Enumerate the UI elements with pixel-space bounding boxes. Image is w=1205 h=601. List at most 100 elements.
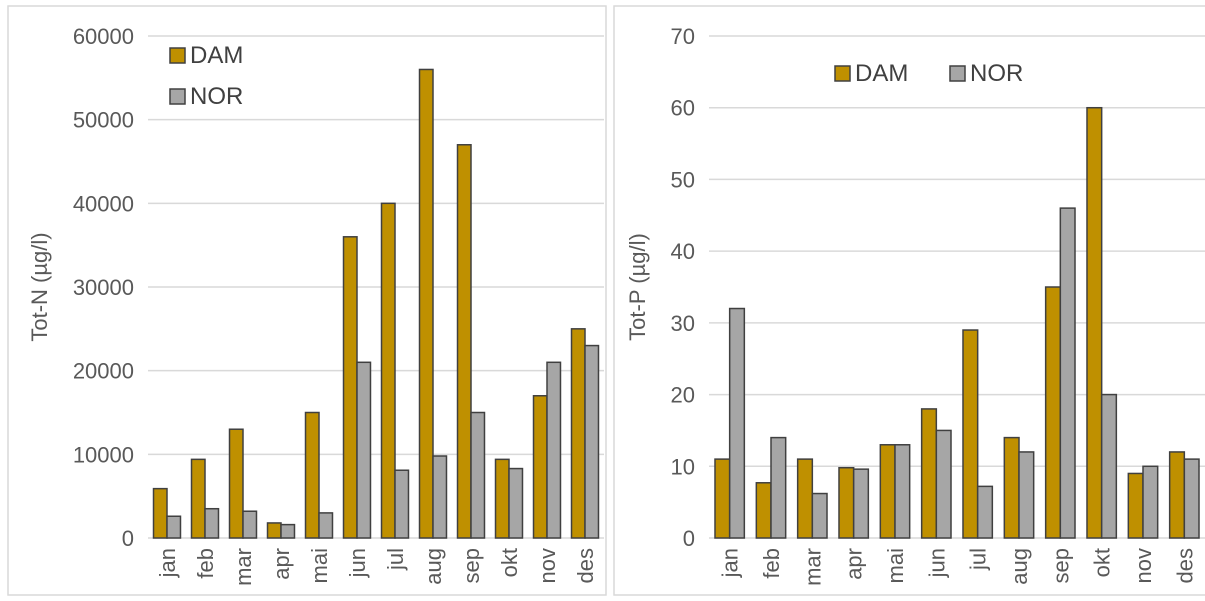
- legend-swatch-dam: [169, 47, 186, 64]
- x-tick-label: jan: [155, 548, 180, 578]
- y-tick-label: 0: [122, 526, 134, 551]
- bar-nor-jun: [935, 429, 952, 539]
- bar-dam-jun: [342, 236, 358, 539]
- y-tick-label: 30: [671, 311, 695, 336]
- x-tick-label: aug: [421, 548, 446, 585]
- y-tick-label: 30000: [73, 275, 134, 300]
- bar-nor-jun: [356, 361, 372, 539]
- bar-nor-aug: [432, 455, 448, 539]
- y-tick-label: 60: [671, 96, 695, 121]
- x-tick-label: nov: [1131, 548, 1156, 583]
- bar-dam-jan: [152, 487, 168, 539]
- bar-nor-jul: [976, 485, 994, 539]
- x-tick-label: apr: [842, 548, 867, 580]
- bar-nor-des: [584, 344, 600, 539]
- bar-dam-okt: [494, 458, 510, 539]
- legend-swatch-dam: [834, 65, 851, 82]
- bar-nor-aug: [1018, 451, 1035, 539]
- bar-nor-jul: [394, 469, 410, 539]
- y-tick-label: 40000: [73, 191, 134, 216]
- bar-nor-sep: [470, 411, 486, 539]
- bar-dam-des: [570, 328, 586, 539]
- bar-dam-feb: [190, 458, 206, 539]
- y-axis-title: Tot-N (µg/l): [27, 232, 52, 341]
- x-tick-label: sep: [459, 548, 484, 583]
- y-tick-label: 20000: [73, 359, 134, 384]
- legend-label-nor: NOR: [190, 83, 243, 110]
- legend-swatch-nor: [949, 65, 966, 82]
- y-tick-label: 0: [683, 526, 695, 551]
- x-tick-label: mar: [800, 548, 825, 586]
- bar-dam-mai: [304, 411, 320, 539]
- y-tick-label: 40: [671, 239, 695, 264]
- bar-nor-jan: [166, 515, 182, 539]
- bar-nor-mar: [811, 492, 828, 539]
- x-tick-label: jul: [383, 548, 408, 571]
- x-tick-label: okt: [497, 548, 522, 577]
- bar-dam-jun: [920, 408, 938, 539]
- y-tick-label: 10: [671, 454, 695, 479]
- bar-nor-jan: [728, 307, 746, 539]
- bar-nor-mai: [318, 512, 334, 539]
- bar-dam-jul: [380, 202, 396, 539]
- y-tick-label: 20: [671, 383, 695, 408]
- x-tick-label: nov: [535, 548, 560, 583]
- bar-nor-mai: [894, 444, 911, 539]
- bar-dam-jan: [714, 458, 731, 539]
- bar-nor-okt: [1100, 393, 1118, 539]
- x-tick-label: des: [1172, 548, 1197, 583]
- x-tick-label: mai: [307, 548, 332, 583]
- bar-nor-apr: [852, 468, 870, 539]
- legend-label-dam: DAM: [190, 42, 243, 69]
- chart-panel-tot-p: 0 10 20 30 40 50 60 70 jan feb mar apr mai jun jul aug s…: [612, 0, 1205, 601]
- bar-dam-sep: [1044, 286, 1062, 539]
- x-tick-label: sep: [1048, 548, 1073, 583]
- bar-nor-feb: [204, 507, 220, 539]
- x-tick-label: mai: [883, 548, 908, 583]
- bar-nor-nov: [1142, 465, 1159, 539]
- bar-nor-apr: [280, 523, 296, 539]
- x-tick-label: apr: [269, 548, 294, 580]
- bar-dam-jul: [962, 329, 979, 539]
- bar-nor-feb: [770, 436, 787, 539]
- bar-dam-mar: [796, 458, 814, 539]
- bar-dam-apr: [838, 466, 855, 539]
- x-tick-label: jan: [718, 548, 743, 578]
- y-axis-title: Tot-P (µg/l): [625, 233, 650, 341]
- bar-dam-des: [1168, 451, 1186, 539]
- x-tick-label: des: [573, 548, 598, 583]
- bar-dam-aug: [418, 68, 434, 539]
- legend-label-nor: NOR: [970, 60, 1023, 87]
- x-tick-label: jun: [924, 548, 949, 578]
- bar-nor-okt: [508, 467, 524, 539]
- bar-dam-okt: [1086, 106, 1103, 539]
- bar-dam-aug: [1003, 436, 1020, 539]
- bar-dam-mai: [879, 444, 896, 539]
- x-tick-label: jun: [345, 548, 370, 578]
- bar-dam-mar: [228, 428, 244, 539]
- bar-dam-nov: [1127, 472, 1144, 539]
- x-tick-label: mar: [231, 548, 256, 586]
- y-tick-label: 10000: [73, 442, 134, 467]
- y-tick-label: 50: [671, 167, 695, 192]
- chart-panel-tot-n: 0 10000 20000 30000 40000 50000 60000 jan feb mar…: [7, 5, 607, 596]
- bar-dam-nov: [532, 395, 548, 539]
- x-tick-label: okt: [1090, 548, 1115, 577]
- legend-label-dam: DAM: [855, 60, 908, 87]
- y-tick-label: 50000: [73, 108, 134, 133]
- bar-dam-apr: [266, 522, 282, 539]
- bar-dam-feb: [755, 482, 772, 539]
- x-tick-label: feb: [193, 548, 218, 579]
- bar-dam-sep: [456, 144, 472, 539]
- tot-p-bar-chart: 0 10 20 30 40 50 60 70 jan feb mar apr mai jun jul aug s…: [613, 5, 1205, 596]
- y-tick-label: 70: [671, 24, 695, 49]
- bar-nor-sep: [1059, 207, 1076, 539]
- y-tick-label: 60000: [73, 24, 134, 49]
- x-tick-label: feb: [759, 548, 784, 579]
- tot-n-bar-chart: 0 10000 20000 30000 40000 50000 60000 jan feb mar…: [7, 5, 607, 596]
- legend-swatch-nor: [169, 88, 186, 105]
- bar-nor-nov: [546, 361, 562, 539]
- x-tick-label: aug: [1007, 548, 1032, 585]
- bar-nor-mar: [242, 510, 258, 539]
- bar-nor-des: [1183, 458, 1200, 539]
